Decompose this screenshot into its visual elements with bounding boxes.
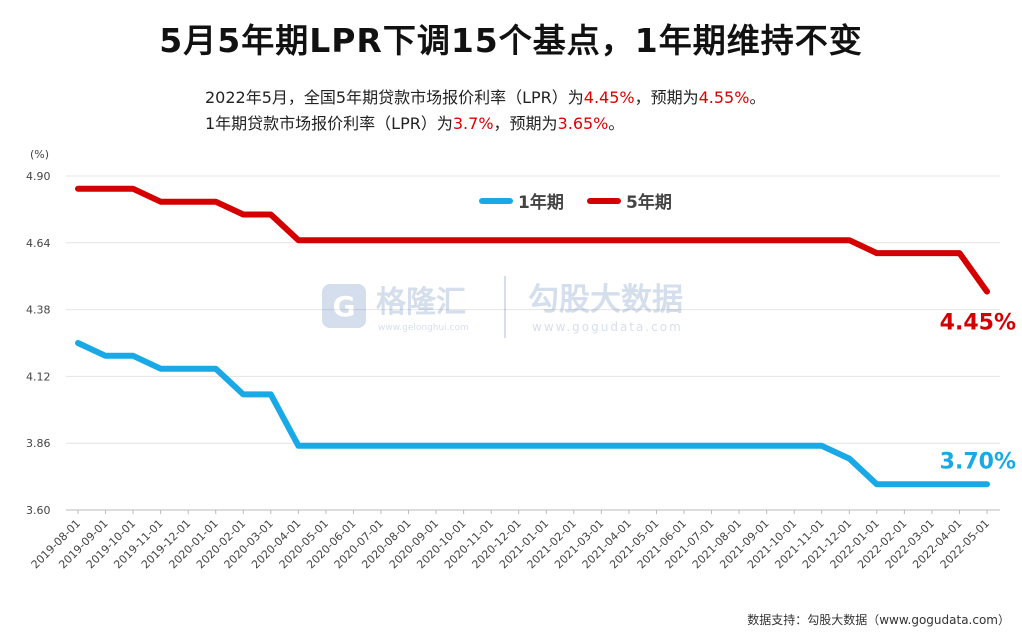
subtitle-1-text-c: 。 xyxy=(749,88,766,107)
series-line-one-year xyxy=(75,340,990,488)
y-axis-unit-label: (%) xyxy=(30,148,49,161)
subtitle-2-text-a: 1年期贷款市场报价利率（LPR）为 xyxy=(205,114,453,133)
y-tick-label-5: 4.90 xyxy=(26,170,51,183)
watermark-brand-1: 格隆汇 xyxy=(376,285,466,320)
end-value-label-1: 4.45% xyxy=(940,311,1016,336)
series-lines xyxy=(75,185,990,488)
legend-label-1: 5年期 xyxy=(626,192,672,213)
subtitle-line-2: 1年期贷款市场报价利率（LPR）为3.7%，预期为3.65%。 xyxy=(205,110,624,134)
watermark-url-1: www.gelonghui.com xyxy=(378,323,469,333)
chart-title: 5月5年期LPR下调15个基点，1年期维持不变 xyxy=(159,21,863,60)
subtitle-2-value-expected: 3.65% xyxy=(557,114,609,133)
watermark-logo-icon xyxy=(322,284,366,328)
y-axis-ticks: 3.60 3.86 4.12 4.38 4.64 4.90 xyxy=(26,170,51,517)
subtitle-2-value-actual: 3.7% xyxy=(452,114,494,133)
watermark: G 格隆汇 www.gelonghui.com 勾股大数据 www.goguda… xyxy=(322,276,683,338)
data-source-footer: 数据支持：勾股大数据（www.gogudata.com） xyxy=(747,613,1010,627)
subtitle-1-text-b: ，预期为 xyxy=(634,88,699,107)
subtitle-1-value-expected: 4.55% xyxy=(698,88,750,107)
y-tick-label-4: 4.64 xyxy=(26,237,51,250)
y-tick-label-1: 3.86 xyxy=(26,437,51,450)
subtitle-2-text-b: ，预期为 xyxy=(493,114,558,133)
end-labels: 3.70% 4.45% xyxy=(940,311,1016,475)
y-tick-label-3: 4.38 xyxy=(26,304,51,317)
x-axis-ticks: 2019-08-012019-09-012019-10-012019-11-01… xyxy=(29,510,992,571)
subtitle-1-value-actual: 4.45% xyxy=(583,88,635,107)
legend-label-0: 1年期 xyxy=(518,192,564,213)
series-line-five-year xyxy=(75,185,990,295)
legend: 1年期 5年期 xyxy=(479,192,672,213)
watermark-brand-2: 勾股大数据 xyxy=(528,282,683,318)
grid-lines xyxy=(66,175,1000,511)
subtitle-1-text-a: 2022年5月，全国5年期贷款市场报价利率（LPR）为 xyxy=(205,88,584,107)
y-tick-label-0: 3.60 xyxy=(26,504,51,517)
watermark-url-2: www.gogudata.com xyxy=(532,320,683,334)
y-tick-label-2: 4.12 xyxy=(26,370,51,383)
watermark-logo-letter: G xyxy=(333,290,356,323)
subtitle-line-1: 2022年5月，全国5年期贷款市场报价利率（LPR）为4.45%，预期为4.55… xyxy=(205,84,765,108)
end-value-label-0: 3.70% xyxy=(940,449,1016,474)
subtitle-2-text-c: 。 xyxy=(608,114,625,133)
